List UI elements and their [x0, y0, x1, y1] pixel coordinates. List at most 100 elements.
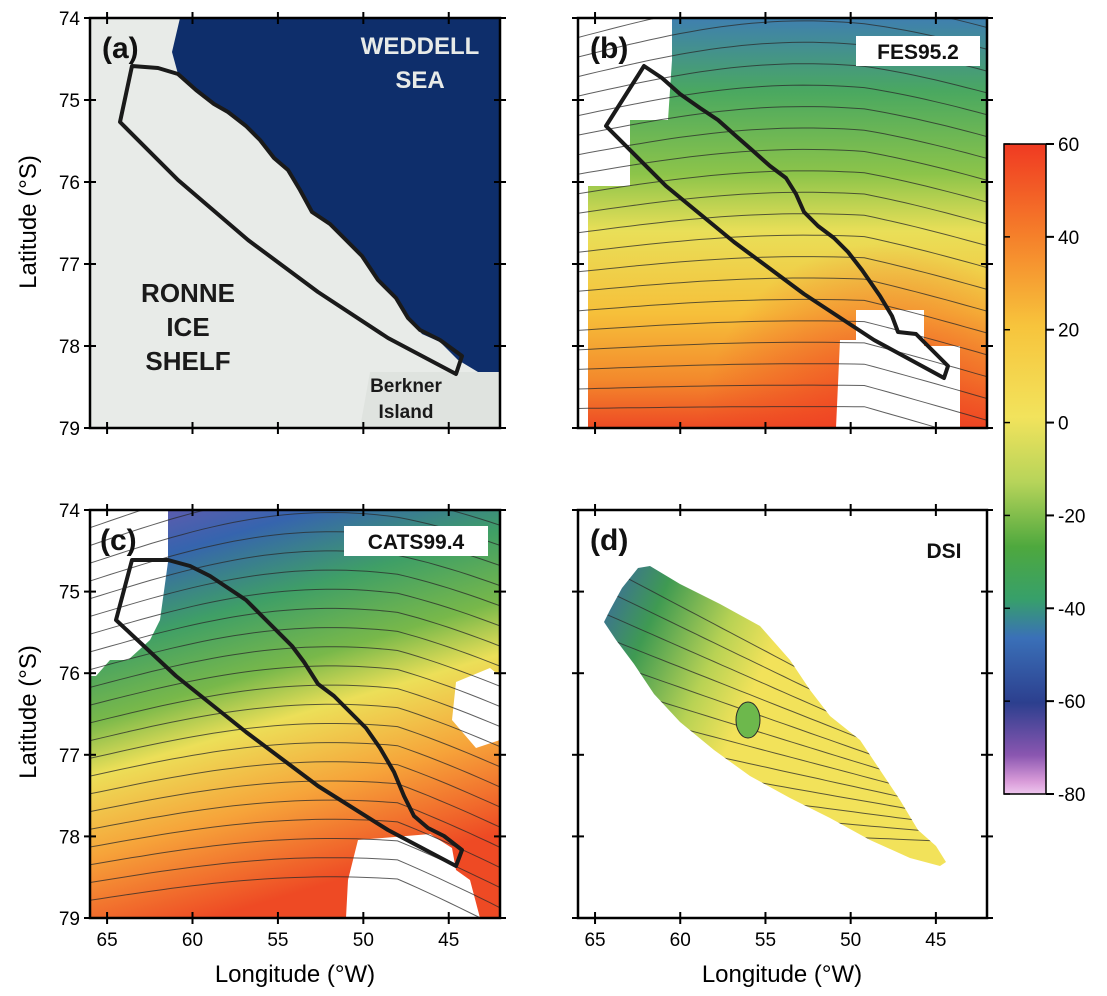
- xlabel-left: Longitude (°W): [215, 961, 375, 988]
- ice-shelf-outline-c: [114, 558, 464, 868]
- contour-line: [90, 511, 500, 564]
- lat-tick-label: 79: [59, 419, 80, 440]
- lon-tick-label: 60: [182, 930, 203, 951]
- weddell-sea-label-2: SEA: [395, 67, 444, 94]
- contour-line: [90, 876, 482, 918]
- contour-line: [90, 510, 500, 546]
- lat-tick-label: 78: [59, 827, 80, 848]
- lat-tick-label: 75: [59, 91, 80, 112]
- contour-line: [90, 857, 500, 909]
- contour-line: [90, 799, 500, 848]
- panel-c-label: (c): [100, 524, 137, 557]
- contour-line: [578, 384, 987, 421]
- contour-line: [90, 607, 500, 653]
- contour-line: [578, 148, 987, 181]
- lat-tick-label: 74: [59, 9, 81, 30]
- colorbar-tick-label: -20: [1058, 506, 1085, 527]
- cats-contours: [90, 510, 500, 918]
- panel-c: (c) CATS99.4: [88, 508, 502, 920]
- contour-line: [578, 298, 987, 334]
- panel-c-frame: [88, 508, 502, 920]
- lon-tick-label: 60: [670, 930, 691, 951]
- lat-tick-label: 78: [59, 337, 80, 358]
- colorbar: 60 40 20 0 -20 -40 -60 -80: [1003, 135, 1085, 806]
- ylabel-bottom: Latitude (°S): [15, 645, 42, 779]
- panel-d-frame: [576, 508, 989, 920]
- lat-tick-label: 79: [59, 909, 80, 930]
- contour-line: [90, 742, 500, 788]
- contour-line: [90, 665, 500, 707]
- lat-tick-label: 77: [59, 255, 80, 276]
- panel-d: (d) DSI: [576, 508, 989, 920]
- contour-line: [90, 723, 500, 768]
- ronne-label-3: SHELF: [145, 346, 230, 376]
- panel-b: (b) FES95.2: [576, 16, 989, 430]
- contour-line: [90, 588, 500, 635]
- weddell-sea-ocean: [172, 18, 500, 372]
- contour-line: [578, 84, 987, 117]
- contour-line: [578, 106, 987, 138]
- lon-tick-label: 50: [353, 930, 374, 951]
- berkner-label-1: Berkner: [370, 376, 442, 397]
- contour-line: [578, 170, 987, 203]
- contour-line: [90, 818, 500, 868]
- contour-line: [90, 684, 500, 728]
- ylabel-top: Latitude (°S): [15, 155, 42, 289]
- dsi-green-patch: [735, 701, 761, 739]
- lat-tick-label: 77: [59, 746, 80, 767]
- panel-a: (a) WEDDELL SEA RONNE ICE SHELF Berkner …: [88, 16, 502, 430]
- cats-no-data-berkner: [346, 834, 480, 918]
- contour-line: [578, 234, 987, 269]
- dsi-field: [604, 566, 946, 866]
- fes-no-data-west: [578, 18, 672, 428]
- lon-tick-label: 55: [755, 930, 776, 951]
- colorbar-tick-label: 40: [1058, 228, 1079, 249]
- xlabel-right: Longitude (°W): [702, 961, 862, 988]
- contour-line: [578, 256, 987, 290]
- contour-line: [578, 213, 987, 247]
- lat-tick-label: 75: [59, 583, 80, 604]
- fes-model-label: FES95.2: [877, 41, 959, 64]
- lat-tick-label: 74: [59, 501, 81, 522]
- contour-line: [90, 838, 500, 889]
- cats-no-data-island: [452, 668, 500, 748]
- contour-line: [578, 20, 987, 58]
- contour-line: [578, 127, 987, 159]
- ice-shelf-outline: [118, 64, 464, 376]
- contour-line: [578, 191, 987, 225]
- panel-a-frame: [88, 16, 502, 430]
- colorbar-tick-label: 20: [1058, 321, 1079, 342]
- berkner-label-2: Island: [379, 402, 434, 423]
- contour-line: [90, 627, 500, 671]
- lon-tick-label: 50: [840, 930, 861, 951]
- berkner-island: [360, 372, 500, 428]
- cats-label-box: [344, 526, 488, 556]
- contour-line: [578, 18, 987, 38]
- ice-shelf-outline-b: [604, 64, 950, 380]
- lon-tick-label: 65: [584, 930, 605, 951]
- contour-line: [90, 761, 500, 808]
- panel-b-label: (b): [590, 32, 628, 65]
- lat-tick-label: 76: [59, 173, 80, 194]
- panel-d-label: (d): [590, 524, 628, 557]
- contour-line: [90, 550, 500, 600]
- fes-label-box: [856, 36, 980, 66]
- panel-a-label: (a): [102, 32, 139, 65]
- ronne-label-2: ICE: [166, 312, 209, 342]
- contour-line: [578, 363, 987, 399]
- cats-model-label: CATS99.4: [368, 531, 465, 554]
- dsi-model-label: DSI: [926, 540, 961, 563]
- cats-no-data-west: [90, 510, 168, 676]
- contour-line: [578, 406, 941, 428]
- colorbar-tick-label: 0: [1058, 414, 1069, 435]
- contour-line: [90, 569, 500, 617]
- lon-tick-label: 45: [925, 930, 946, 951]
- colorbar-tick-label: -40: [1058, 599, 1085, 620]
- lon-tick-label: 45: [438, 930, 459, 951]
- colorbar-tick-label: -60: [1058, 692, 1085, 713]
- contour-line: [90, 703, 500, 748]
- weddell-sea-label-1: WEDDELL: [361, 33, 480, 60]
- contour-line: [90, 780, 500, 828]
- panel-b-frame: [576, 16, 989, 430]
